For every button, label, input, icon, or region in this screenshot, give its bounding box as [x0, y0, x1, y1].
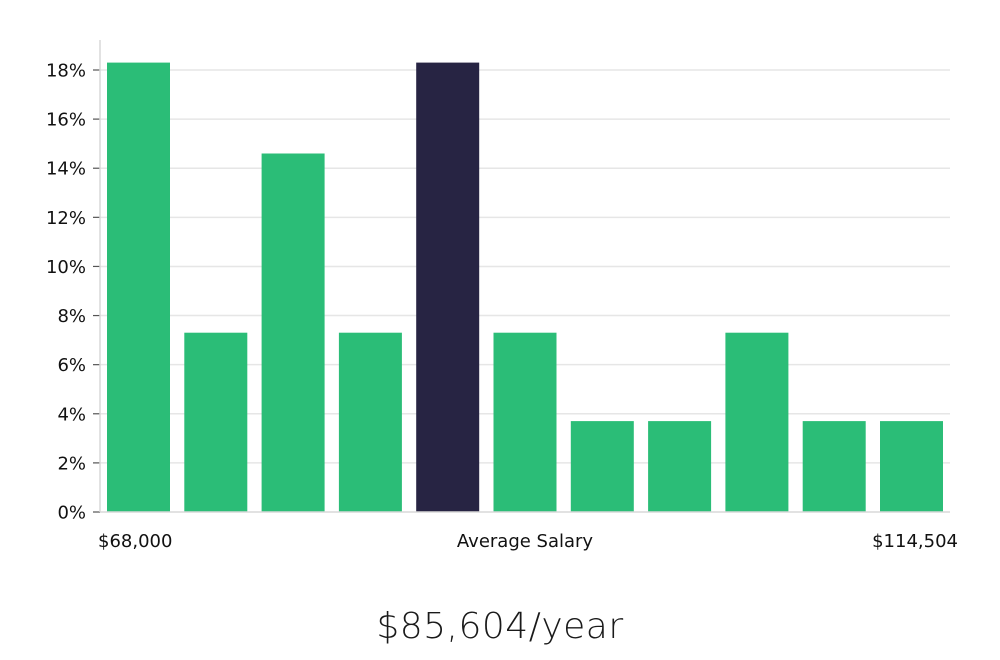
y-tick-label: 16% — [46, 110, 86, 131]
bar — [107, 62, 170, 512]
x-label-min: $68,000 — [98, 531, 172, 552]
bar — [493, 332, 557, 512]
y-tick-label: 2% — [57, 453, 86, 474]
bar — [184, 332, 248, 512]
bar — [338, 332, 402, 512]
bars — [107, 62, 943, 512]
y-tick-label: 10% — [46, 257, 86, 278]
x-label-average-salary: Average Salary — [457, 531, 594, 552]
y-tick-label: 6% — [57, 355, 86, 376]
average-salary-value: $85,604/year — [376, 606, 624, 647]
bar — [880, 421, 943, 512]
y-tick-label: 8% — [57, 306, 86, 327]
salary-distribution-chart: 0% 2% 4% 6% 8% 10% 12% 14% 16% 18% $68,000 Averag… — [46, 40, 958, 552]
y-tick-label: 0% — [57, 503, 86, 524]
x-label-max: $114,504 — [872, 531, 958, 552]
bar — [648, 421, 712, 512]
bar — [725, 332, 789, 512]
y-axis-ticks: 0% 2% 4% 6% 8% 10% 12% 14% 16% 18% — [46, 61, 100, 524]
bar — [802, 421, 866, 512]
y-tick-label: 4% — [57, 404, 86, 425]
y-tick-label: 12% — [46, 208, 86, 229]
bar — [570, 421, 634, 512]
bar — [261, 153, 325, 512]
bar-average-salary — [416, 62, 480, 512]
y-tick-label: 18% — [46, 61, 86, 82]
y-tick-label: 14% — [46, 159, 86, 180]
